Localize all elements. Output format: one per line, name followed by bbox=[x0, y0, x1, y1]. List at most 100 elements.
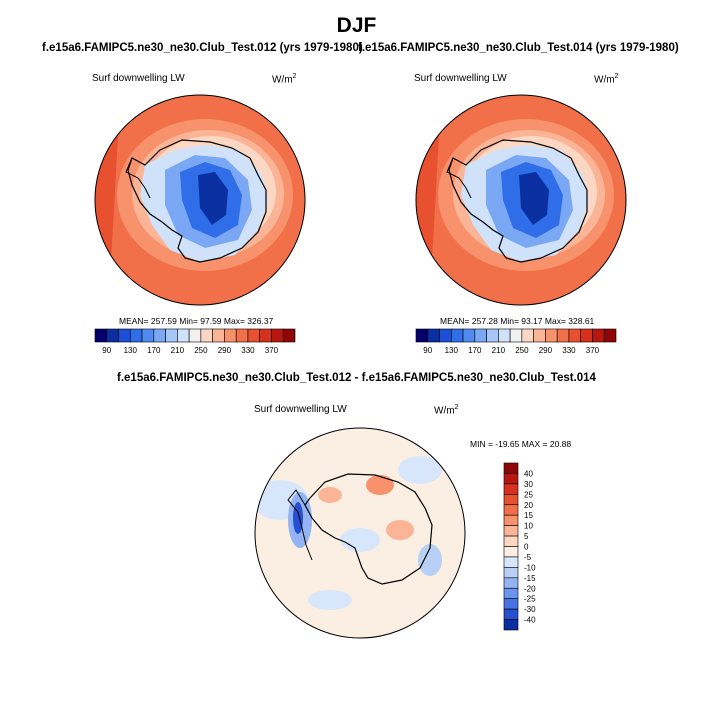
diff-colorbar-swatch bbox=[503, 504, 519, 516]
panel2-colorbar-tick-label: 210 bbox=[492, 346, 506, 355]
panel1-coastline bbox=[127, 139, 267, 263]
diff-field-blob9 bbox=[308, 590, 352, 610]
diff-field-blob4 bbox=[366, 475, 394, 495]
panel1-stats: MEAN= 257.59 Min= 97.59 Max= 326.37 bbox=[119, 316, 274, 326]
diff-colorbar-swatch bbox=[503, 473, 519, 485]
diff-field-blob5 bbox=[318, 487, 342, 503]
panel1-colorbar-swatch bbox=[165, 328, 178, 343]
panel1-units: W/m2 bbox=[272, 73, 297, 86]
panel1-colorbar-tick-label: 250 bbox=[194, 346, 208, 355]
panel2-colorbar-tick-label: 250 bbox=[515, 346, 529, 355]
diff-colorbar-tick-label: -10 bbox=[524, 563, 536, 572]
diff-colorbar-tick-label: 20 bbox=[524, 501, 533, 510]
diff-colorbar-swatch bbox=[503, 525, 519, 537]
panel2-coastline bbox=[448, 139, 588, 263]
diff-colorbar-tick-label: 25 bbox=[524, 490, 533, 499]
panel1-colorbar-tick-label: 210 bbox=[171, 346, 185, 355]
panel1-colorbar-swatch bbox=[153, 328, 166, 343]
diff-peninsula-outline bbox=[287, 489, 313, 561]
panel2-colorbar-swatch bbox=[580, 328, 593, 343]
panel2-case-title: f.e15a6.FAMIPC5.ne30_ne30.Club_Test.014 … bbox=[358, 42, 679, 54]
diff-colorbar-swatch bbox=[503, 567, 519, 579]
panel2-colorbar-swatch bbox=[603, 328, 617, 343]
panel1-variable-label: Surf downwelling LW bbox=[92, 73, 185, 84]
panel2-colorbar-swatch bbox=[415, 328, 429, 343]
diff-colorbar-tick-label: 30 bbox=[524, 480, 533, 489]
panel1-colorbar-swatch bbox=[94, 328, 108, 343]
panel2-map-border bbox=[415, 94, 627, 306]
panel1-colorbar-tick-label: 290 bbox=[218, 346, 232, 355]
diff-map-border bbox=[254, 427, 466, 639]
diff-colorbar-swatch bbox=[503, 608, 519, 620]
panel2-colorbar-swatch bbox=[450, 328, 464, 343]
diff-colorbar-swatch bbox=[503, 546, 519, 558]
panel2-colorbar-tick-label: 170 bbox=[468, 346, 482, 355]
diff-colorbar-swatch bbox=[503, 587, 519, 599]
panel1-colorbar-swatch bbox=[177, 328, 190, 343]
panel1-colorbar-swatch bbox=[271, 328, 284, 343]
panel2-colorbar-swatch bbox=[545, 328, 558, 343]
panel2-colorbar-tick-label: 130 bbox=[445, 346, 459, 355]
panel2-colorbar-swatch bbox=[486, 328, 499, 343]
diff-units: W/m2 bbox=[434, 404, 459, 417]
diff-colorbar-tick-label: 15 bbox=[524, 511, 533, 520]
panel1-colorbar: 90 130 170 210 250 290 330 370 bbox=[94, 328, 296, 355]
diff-colorbar-tick-label: -5 bbox=[524, 553, 532, 562]
diff-colorbar-tick-label: 40 bbox=[524, 469, 533, 478]
panel1-field-ice-core bbox=[198, 172, 228, 225]
diff-colorbar-tick-label: 5 bbox=[524, 532, 529, 541]
diff-field-blob3 bbox=[293, 502, 303, 534]
panel2-peninsula-outline bbox=[446, 157, 472, 199]
diff-coastline bbox=[304, 473, 433, 585]
panel1-colorbar-swatch bbox=[200, 328, 213, 343]
panel2-field-ice-core bbox=[519, 172, 549, 225]
panel2-variable-label: Surf downwelling LW bbox=[414, 73, 507, 84]
panel2-colorbar-swatch bbox=[498, 328, 511, 343]
panel2-colorbar-tick-label: 370 bbox=[586, 346, 600, 355]
diff-colorbar-tick-label: -30 bbox=[524, 605, 536, 614]
panel2-map bbox=[416, 95, 626, 305]
panel1-map-border bbox=[94, 94, 306, 306]
panel1-case-title: f.e15a6.FAMIPC5.ne30_ne30.Club_Test.012 … bbox=[42, 42, 363, 54]
panel2-colorbar-tick-label: 290 bbox=[539, 346, 553, 355]
diff-variable-label: Surf downwelling LW bbox=[254, 404, 347, 415]
panel1-colorbar-swatch bbox=[247, 328, 261, 343]
diff-field-blob10 bbox=[418, 544, 442, 576]
diff-colorbar-tick-label: -20 bbox=[524, 584, 536, 593]
diff-colorbar-tick-label: 10 bbox=[524, 522, 533, 531]
diff-field-blob6 bbox=[386, 520, 414, 540]
panel1-colorbar-tick-label: 330 bbox=[241, 346, 255, 355]
diff-colorbar-swatch bbox=[503, 598, 519, 610]
diff-colorbar-swatch bbox=[503, 462, 519, 474]
panel2-units: W/m2 bbox=[594, 73, 619, 86]
diff-colorbar-swatch bbox=[503, 535, 519, 547]
figure-title: DJF bbox=[336, 14, 377, 37]
panel2-colorbar-swatch bbox=[568, 328, 582, 343]
diff-stats: MIN = -19.65 MAX = 20.88 bbox=[470, 439, 572, 449]
diff-colorbar-tick-label: -15 bbox=[524, 574, 536, 583]
panel2-colorbar-swatch bbox=[592, 328, 605, 343]
panel1-colorbar-swatch bbox=[212, 328, 225, 343]
panel2-colorbar-swatch bbox=[427, 328, 440, 343]
panel2-colorbar: 90 130 170 210 250 290 330 370 bbox=[415, 328, 617, 355]
panel1-colorbar-tick-label: 130 bbox=[124, 346, 138, 355]
panel2-colorbar-swatch bbox=[556, 328, 570, 343]
panel1-colorbar-swatch bbox=[129, 328, 143, 343]
diff-colorbar-swatch bbox=[503, 514, 519, 526]
panel2-colorbar-swatch bbox=[439, 328, 452, 343]
panel2-colorbar-swatch bbox=[474, 328, 487, 343]
panel1-colorbar-swatch bbox=[224, 328, 237, 343]
panel1-map bbox=[95, 95, 305, 305]
panel2-stats: MEAN= 257.28 Min= 93.17 Max= 328.61 bbox=[440, 316, 595, 326]
panel2-colorbar-swatch bbox=[509, 328, 523, 343]
diff-colorbar-swatch bbox=[503, 494, 519, 506]
diff-map bbox=[255, 428, 465, 638]
diff-colorbar-swatch bbox=[503, 619, 519, 631]
panel2-colorbar-swatch bbox=[533, 328, 546, 343]
diff-field-blob8 bbox=[398, 456, 442, 484]
panel1-colorbar-swatch bbox=[188, 328, 202, 343]
panel1-peninsula-outline bbox=[125, 157, 151, 199]
panel1-colorbar-swatch bbox=[282, 328, 296, 343]
